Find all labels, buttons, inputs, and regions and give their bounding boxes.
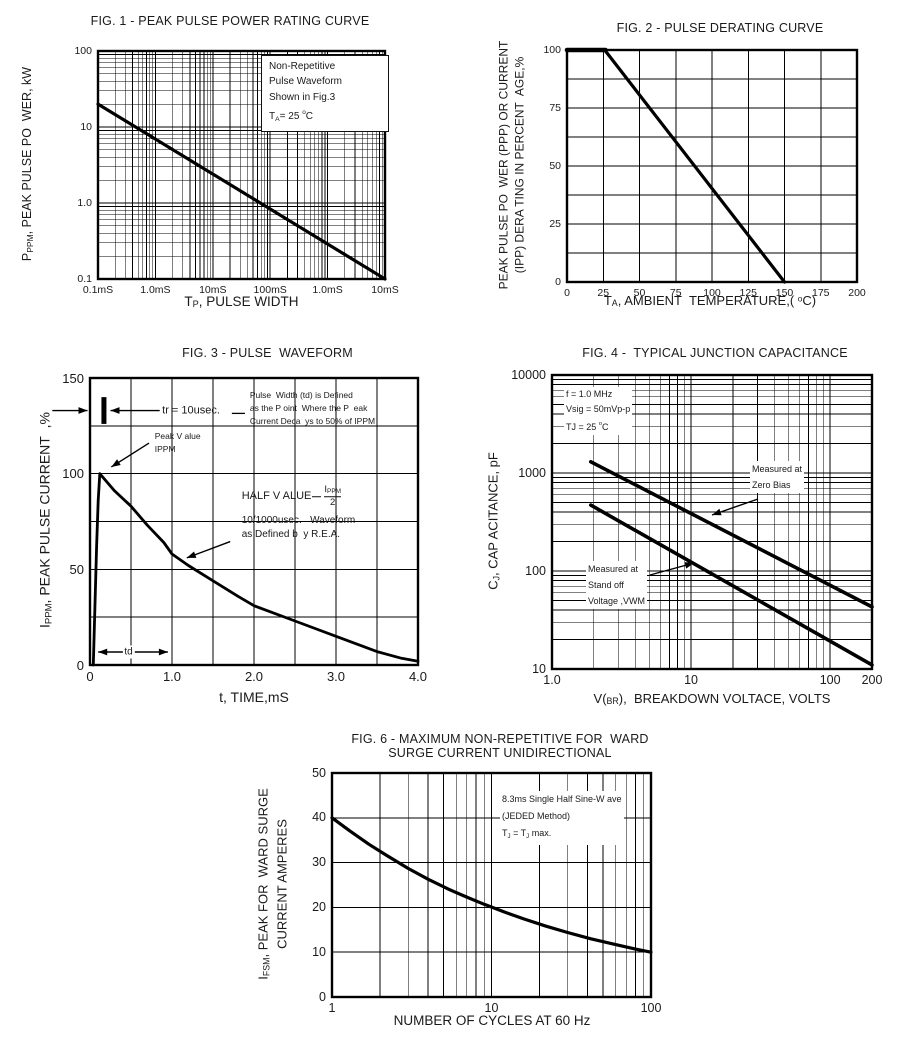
fig3-y-tick-0: 150 — [62, 370, 84, 386]
fig2-series-derating-slope — [603, 48, 787, 284]
fig3-x-tick-1: 1.0 — [162, 669, 182, 684]
fig2-x-tick-0: 0 — [564, 287, 570, 299]
fig3-x-tick-3: 3.0 — [326, 669, 346, 684]
fig4-svg — [550, 373, 874, 671]
fig2-y-tick-2: 50 — [549, 159, 561, 172]
fig4-title: FIG. 4 - TYPICAL JUNCTION CAPACITANCE — [582, 346, 848, 360]
fig2-y-tick-0: 100 — [543, 43, 561, 56]
fig3-y-tick-1: 100 — [62, 466, 84, 482]
half-value-fraction: IPPM 2 — [324, 483, 342, 509]
fig3-plot-area: tr = 10usec. Pulse Width (td) is Defined a… — [45, 366, 430, 683]
fig2-x-tick-7: 175 — [811, 287, 830, 299]
fig2-x-tick-2: 50 — [633, 287, 646, 299]
fig3-svg — [52, 376, 420, 667]
fig2-x-tick-6: 150 — [775, 287, 794, 299]
fig1-x-tick-5: 10mS — [371, 284, 399, 296]
fig2-y-tick-3: 25 — [549, 217, 561, 230]
fig3-title: FIG. 3 - PULSE WAVEFORM — [182, 346, 353, 360]
fig3-x-tick-4: 4.0 — [408, 669, 428, 684]
fig1-x-axis-label: TP, PULSE WIDTH — [184, 294, 299, 310]
fig6-series-max-forward-surge-current — [330, 816, 653, 954]
fig6-plot-area: 8.3ms Single Half Sine-W ave (JEDED Metho… — [292, 761, 664, 1015]
fig1-x-tick-0: 0.1mS — [82, 284, 114, 296]
fig4-x-axis-label: V(BR), BREAKDOWN VOLTACE, VOLTS — [593, 691, 831, 707]
fig2-x-tick-1: 25 — [597, 287, 610, 299]
fig4-plot-area: f = 1.0 MHz Vsig = 50mVp-p TJ = 25 oC Measu… — [510, 363, 888, 687]
fig2-svg — [564, 47, 859, 284]
fig1-x-tick-3: 100mS — [253, 284, 287, 296]
fig3-annotation-3: tr = 10usec. — [162, 404, 220, 417]
fig2-y-tick-4: 0 — [555, 275, 561, 288]
fig3-grid — [90, 378, 418, 665]
fig3-x-axis-label: t, TIME,mS — [219, 689, 289, 705]
fig3-y-tick-3: 0 — [76, 657, 84, 673]
fig3-annotation-5: Pulse Width (td) is Defined as the P oint… — [249, 390, 376, 427]
fig1-y-axis-label: PPPM, PEAK PULSE PO WER, kW — [20, 66, 35, 262]
fig4-y-tick-2: 100 — [525, 563, 546, 578]
fig2-x-tick-5: 125 — [739, 287, 758, 299]
fraction-dash — [312, 495, 322, 498]
fig1-x-tick-1: 1.0mS — [140, 284, 171, 296]
fig4-annotation-3: Measured at Stand off Voltage ,VWM — [586, 561, 648, 609]
rise-time-marker — [101, 397, 107, 424]
fig3-x-tick-0: 0 — [86, 669, 94, 684]
fig6-y-tick-2: 30 — [312, 855, 326, 870]
fig4-annotation-0: f = 1.0 MHz Vsig = 50mVp-p TJ = 25 oC — [564, 387, 633, 436]
fig1-annotation-0: Non-Repetitive Pulse Waveform Shown in Fig… — [261, 55, 389, 133]
fig6-y-tick-3: 20 — [312, 899, 326, 914]
fig2-x-axis-label: TA, AMBIENT TEMPERATURE,( oC) — [603, 293, 817, 309]
fig3-y-tick-2: 50 — [69, 561, 84, 577]
fig4-annotation-1: Measured at Zero Bias — [750, 461, 805, 493]
fig2-title: FIG. 2 - PULSE DERATING CURVE — [616, 21, 824, 35]
fig2-grid — [567, 50, 857, 282]
fig2-x-tick-3: 75 — [669, 287, 682, 299]
fig1-y-tick-1: 10 — [80, 120, 92, 133]
fig4-series-measured-at-zero-bias — [589, 460, 874, 609]
fig1-y-tick-2: 1.0 — [77, 196, 92, 209]
fig3-annotation-6: Peak V alue IPPM — [154, 430, 201, 454]
fig6-annotation-0: 8.3ms Single Half Sine-W ave (JEDED Metho… — [500, 791, 624, 846]
fig1-x-tick-2: 10mS — [199, 284, 227, 296]
fig4-x-tick-1: 10 — [684, 673, 699, 687]
fig6-svg — [330, 771, 653, 999]
fig3-annotation-8: HALF V ALUE IPPM 2 — [241, 483, 342, 509]
fig1-series-peak-pulse-power-rating — [96, 102, 387, 281]
fig6-y-tick-1: 40 — [312, 810, 326, 825]
fig6-grid — [332, 773, 651, 997]
fig6-title: FIG. 6 - MAXIMUM NON-REPETITIVE FOR WARD… — [351, 732, 649, 760]
fig3-series-pulse-waveform — [91, 472, 420, 667]
fig4-x-tick-3: 200 — [861, 673, 883, 687]
fig4-x-tick-2: 100 — [819, 673, 841, 687]
fig1-y-tick-3: 0.1 — [77, 272, 92, 285]
fig4-x-tick-0: 1.0 — [543, 673, 561, 687]
fig1-plot-area: Non-Repetitive Pulse Waveform Shown in Fig… — [56, 38, 401, 297]
fig2-x-tick-4: 100 — [703, 287, 721, 299]
fig1-y-tick-0: 100 — [74, 44, 92, 57]
fig1-x-tick-4: 1.0mS — [312, 284, 343, 296]
fig4-series-measured-at-standoff-voltage — [589, 503, 874, 667]
fig1-title: FIG. 1 - PEAK PULSE POWER RATING CURVE — [90, 14, 370, 28]
fig6-x-tick-2: 100 — [640, 1001, 662, 1015]
fig6-y-tick-0: 50 — [312, 765, 326, 780]
fig6-y-tick-4: 10 — [312, 944, 326, 959]
fig2-x-tick-8: 200 — [848, 287, 866, 299]
fig2-plot-area: 100 75 50 25 0 0 25 50 75 100 125 150 175 200 — [525, 38, 870, 300]
fig3-x-tick-2: 2.0 — [244, 669, 264, 684]
fig6-y-tick-5: 0 — [319, 989, 326, 1004]
fig4-y-tick-0: 10000 — [511, 367, 546, 382]
fig6-x-tick-0: 1 — [328, 1001, 336, 1015]
fig4-y-tick-3: 10 — [532, 661, 546, 676]
fig3-annotation-12: td — [122, 645, 135, 659]
fig6-x-tick-1: 10 — [484, 1001, 499, 1015]
fig3-annotation-9: 10/1000usec. Waveform as Defined b y R.E.… — [241, 514, 356, 541]
fig6-x-axis-label: NUMBER OF CYCLES AT 60 Hz — [393, 1013, 591, 1028]
fig2-y-tick-1: 75 — [549, 101, 561, 114]
fig4-y-tick-1: 1000 — [518, 465, 546, 480]
